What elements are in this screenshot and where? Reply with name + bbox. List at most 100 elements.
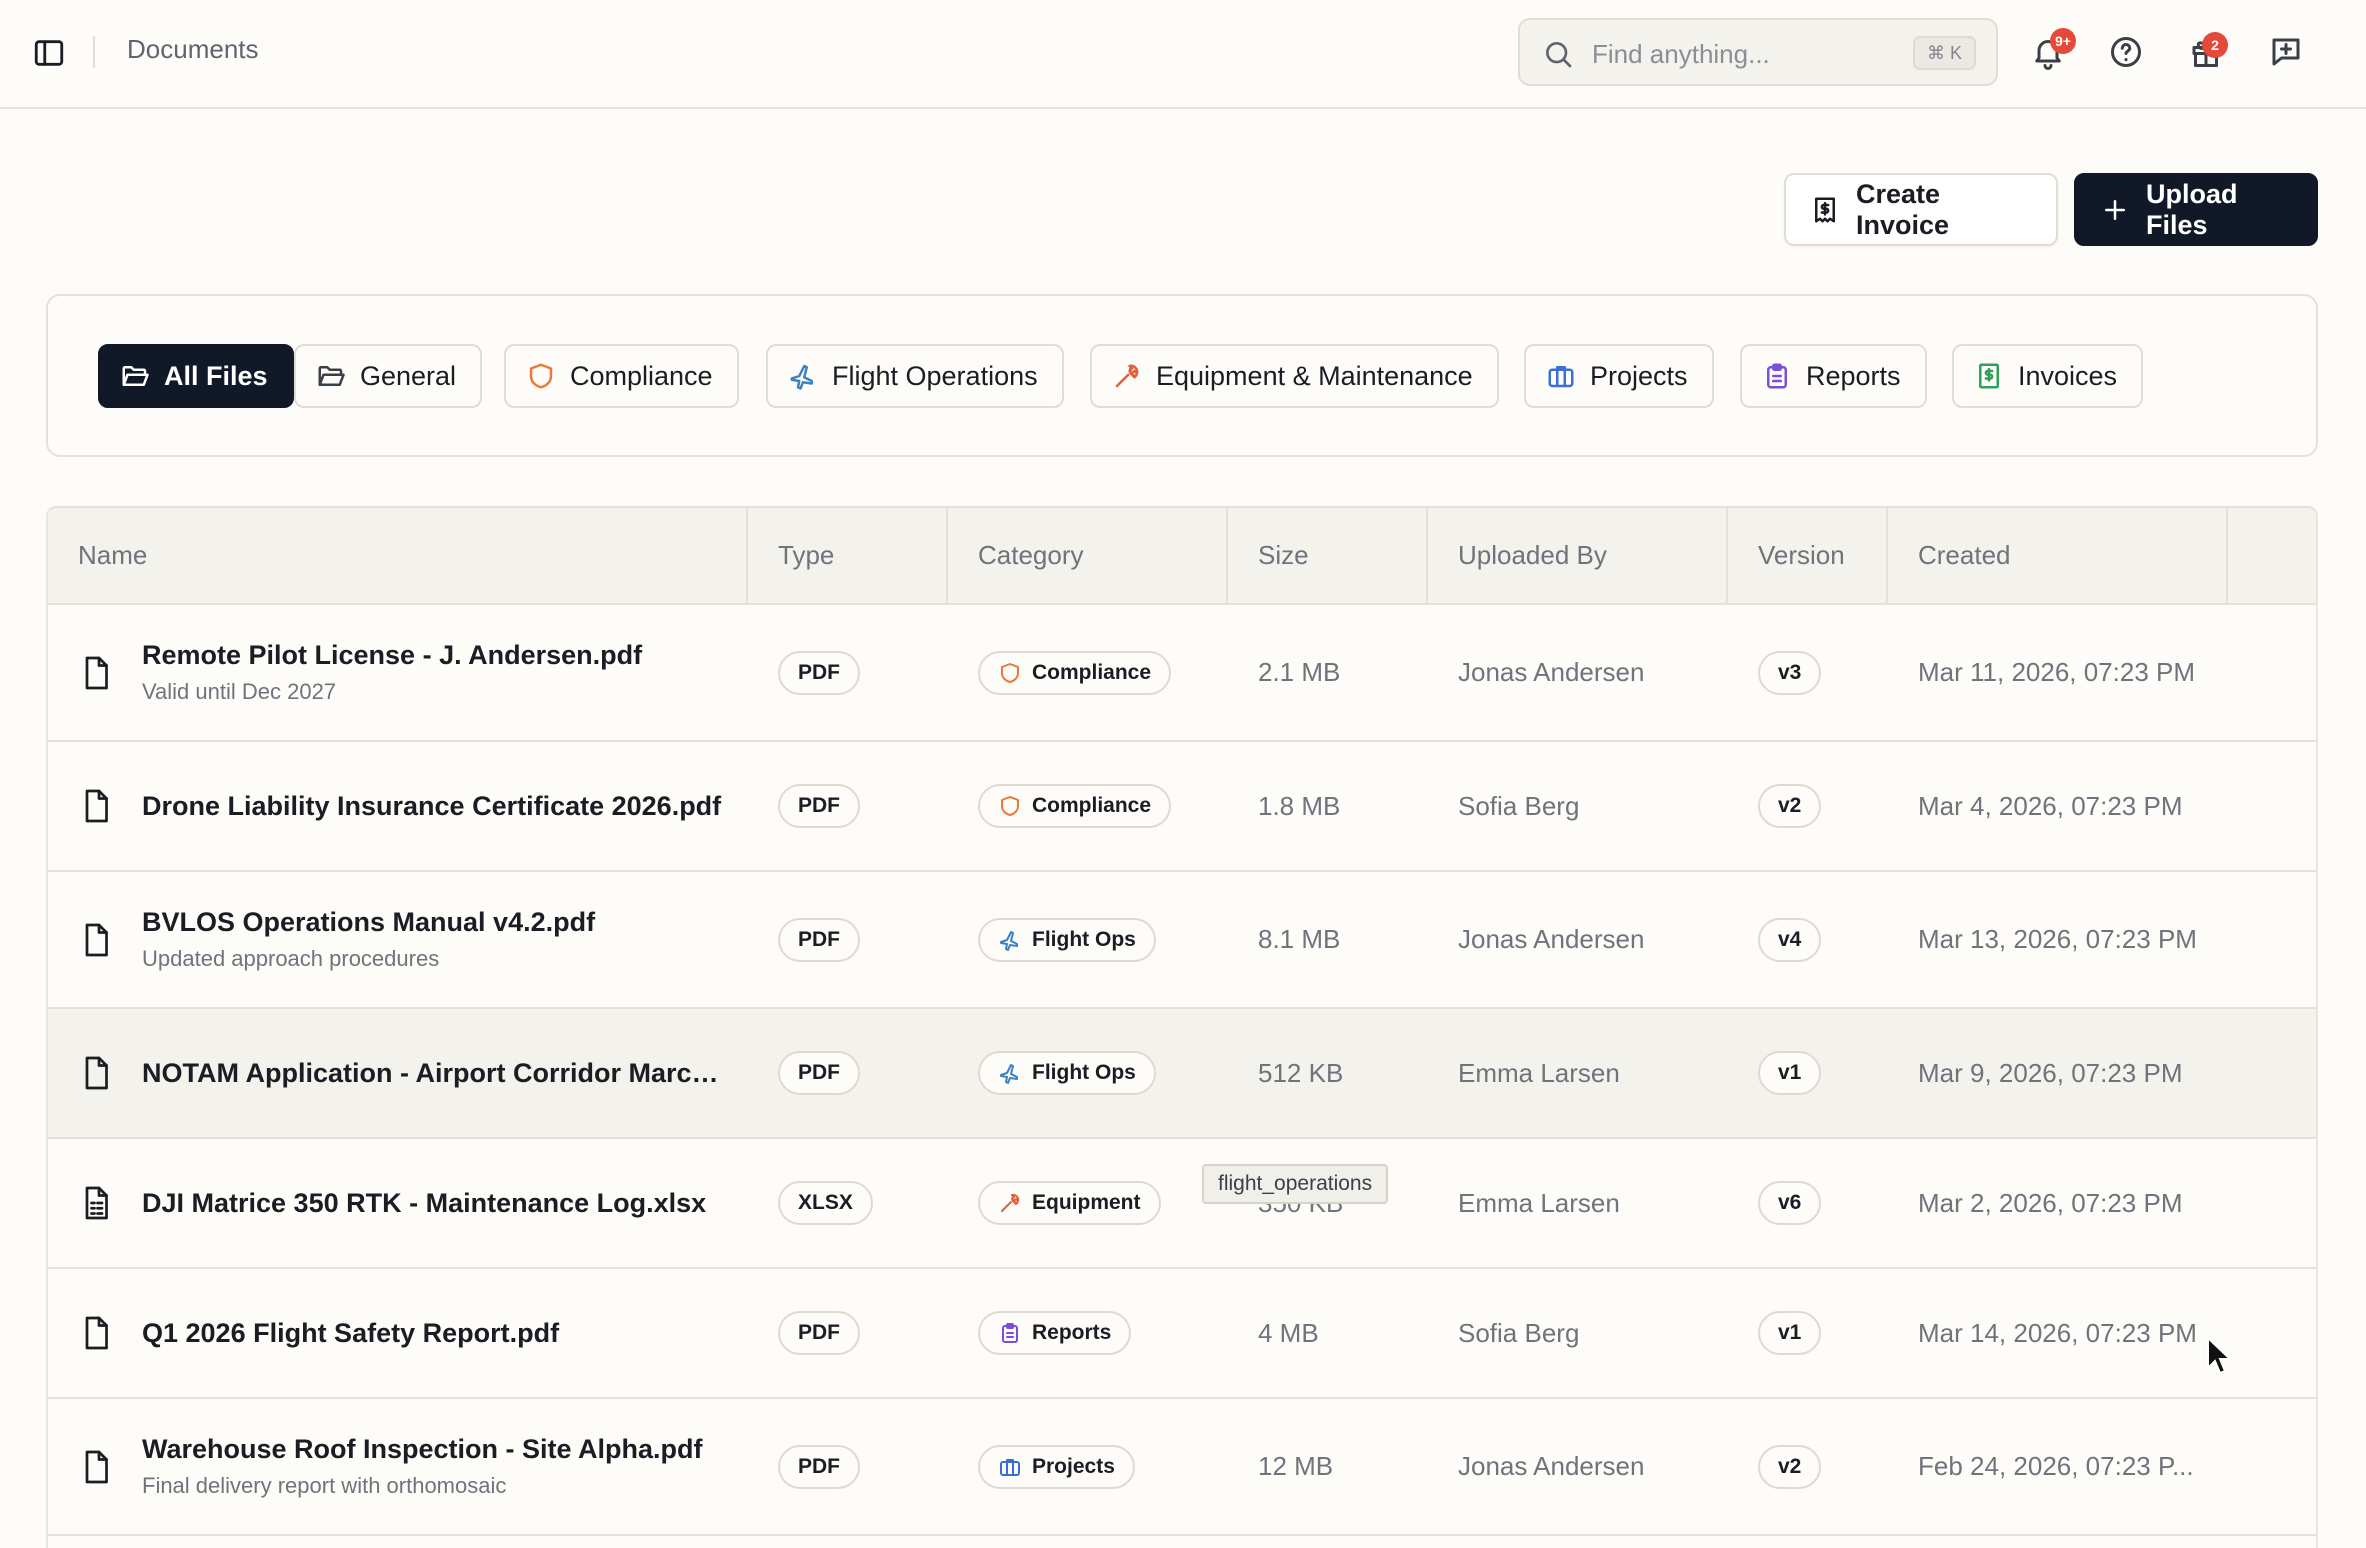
help-button[interactable] — [2106, 32, 2146, 72]
category-label: Compliance — [1032, 660, 1152, 684]
column-header-category[interactable]: Category — [948, 508, 1228, 603]
created-date: Mar 13, 2026, 07:23 PM — [1918, 924, 2197, 954]
file-description: Final delivery report with orthomosaic — [142, 1473, 507, 1498]
tab-compliance[interactable]: Compliance — [504, 344, 739, 408]
top-bar: Documents Find anything... ⌘ K 9+ 2 — [0, 0, 2366, 109]
tab-flight-operations[interactable]: Flight Operations — [766, 344, 1064, 408]
file-name[interactable]: NOTAM Application - Airport Corridor Mar… — [142, 1057, 732, 1088]
created-date: Mar 4, 2026, 07:23 PM — [1918, 790, 2183, 821]
upload-files-button[interactable]: Upload Files — [2074, 173, 2318, 246]
message-plus-icon — [2272, 38, 2300, 66]
tab-label: All Files — [164, 360, 268, 391]
plane-icon — [1000, 930, 1018, 951]
category-badge: Projects — [978, 1444, 1135, 1489]
tab-all-files[interactable]: All Files — [98, 344, 294, 408]
category-filter-bar: All Files General Compliance Flight Oper… — [46, 294, 2318, 457]
category-label: Flight Ops — [1032, 1061, 1136, 1084]
version-badge: v1 — [1758, 1311, 1822, 1355]
notifications-button[interactable]: 9+ — [2028, 28, 2076, 72]
breadcrumb[interactable]: Documents — [127, 34, 259, 64]
clipboard-icon — [1767, 363, 1787, 389]
version-badge: v2 — [1758, 1444, 1822, 1489]
table-row[interactable]: NOTAM Application - Airport Corridor Mar… — [48, 1009, 2316, 1139]
tab-label: Flight Operations — [832, 360, 1038, 391]
file-name[interactable]: Q1 2026 Flight Safety Report.pdf — [142, 1317, 560, 1348]
tab-general[interactable]: General — [294, 344, 483, 408]
file-size: 2.1 MB — [1258, 657, 1341, 687]
file-name[interactable]: Drone Liability Insurance Certificate 20… — [142, 790, 722, 821]
tab-label: Invoices — [2018, 360, 2118, 391]
version-badge: v1 — [1758, 1051, 1822, 1095]
table-row[interactable]: Remote Pilot License - J. Andersen.pdf Va… — [48, 605, 2316, 742]
uploaded-by: Sofia Berg — [1458, 1317, 1580, 1348]
file-type-badge: PDF — [778, 784, 860, 828]
file-name[interactable]: Warehouse Roof Inspection - Site Alpha.p… — [142, 1434, 703, 1464]
column-header-size[interactable]: Size — [1228, 508, 1428, 603]
shield-icon — [529, 363, 553, 389]
category-label: Equipment — [1032, 1191, 1141, 1214]
feedback-button[interactable] — [2266, 32, 2306, 72]
column-header-type[interactable]: Type — [748, 508, 948, 603]
table-row[interactable]: Warehouse Roof Inspection - Site Alpha.p… — [48, 1399, 2316, 1536]
tab-equipment-maintenance[interactable]: Equipment & Maintenance — [1090, 344, 1499, 408]
clipboard-icon — [1002, 1323, 1018, 1343]
gifts-badge: 2 — [2202, 32, 2228, 58]
version-badge: v4 — [1758, 917, 1822, 962]
wrench-icon — [1115, 364, 1139, 388]
column-header-name[interactable]: Name — [48, 508, 748, 603]
plane-icon — [1000, 1064, 1018, 1084]
category-badge: Flight Ops — [978, 917, 1156, 962]
file-type-badge: PDF — [778, 650, 860, 695]
file-icon — [85, 1450, 108, 1483]
uploaded-by: Emma Larsen — [1458, 1057, 1620, 1088]
documents-table: Name Type Category Size Uploaded By Vers… — [46, 506, 2318, 1548]
tab-label: Compliance — [570, 360, 713, 391]
tab-projects[interactable]: Projects — [1524, 344, 1714, 408]
create-invoice-label: Create Invoice — [1856, 178, 1950, 240]
table-row[interactable]: DJI Matrice 350 RTK - Maintenance Log.xl… — [48, 1139, 2316, 1269]
briefcase-icon — [1000, 1458, 1020, 1476]
tab-label: Equipment & Maintenance — [1156, 360, 1473, 391]
file-size: 1.8 MB — [1258, 790, 1341, 821]
file-type-badge: XLSX — [778, 1181, 873, 1225]
version-badge: v6 — [1758, 1181, 1822, 1225]
tab-invoices[interactable]: Invoices — [1952, 344, 2144, 408]
gifts-button[interactable]: 2 — [2186, 32, 2228, 72]
uploaded-by: Jonas Andersen — [1458, 657, 1645, 687]
file-icon — [85, 1056, 108, 1090]
uploaded-by: Jonas Andersen — [1458, 924, 1645, 954]
search-shortcut: ⌘ K — [1912, 36, 1976, 70]
category-badge: Compliance — [978, 784, 1172, 828]
table-row[interactable]: Q1 2026 Flight Safety Report.pdf PDF Repor… — [48, 1269, 2316, 1399]
plane-icon — [790, 364, 813, 390]
folder-icon — [318, 366, 345, 386]
briefcase-icon — [1548, 366, 1574, 388]
category-badge: Flight Ops — [978, 1051, 1156, 1095]
column-header-uploaded-by[interactable]: Uploaded By — [1428, 508, 1728, 603]
file-size: 8.1 MB — [1258, 924, 1341, 954]
table-row[interactable]: BVLOS Operations Manual v4.2.pdf Updated … — [48, 872, 2316, 1009]
file-icon — [85, 789, 108, 823]
table-header: Name Type Category Size Uploaded By Vers… — [48, 508, 2316, 605]
file-type-badge: PDF — [778, 1444, 860, 1489]
help-circle-icon — [2111, 37, 2141, 67]
mouse-cursor-icon — [2207, 1336, 2232, 1375]
version-badge: v2 — [1758, 784, 1822, 828]
file-name[interactable]: BVLOS Operations Manual v4.2.pdf — [142, 907, 596, 937]
tab-reports[interactable]: Reports — [1740, 344, 1927, 408]
column-header-created[interactable]: Created — [1888, 508, 2228, 603]
folder-open-icon — [122, 366, 149, 386]
sidebar-toggle-icon[interactable] — [30, 36, 68, 70]
file-name[interactable]: Remote Pilot License - J. Andersen.pdf — [142, 640, 643, 670]
file-name[interactable]: DJI Matrice 350 RTK - Maintenance Log.xl… — [142, 1187, 707, 1218]
created-date: Mar 9, 2026, 07:23 PM — [1918, 1057, 2183, 1088]
plus-icon — [2105, 199, 2125, 220]
tab-label: Projects — [1590, 360, 1688, 391]
create-invoice-button[interactable]: Create Invoice — [1784, 173, 2058, 246]
file-type-badge: PDF — [778, 1311, 860, 1355]
table-row[interactable]: Drone Liability Insurance Certificate 20… — [48, 742, 2316, 872]
search-input[interactable]: Find anything... ⌘ K — [1518, 18, 1998, 86]
category-badge: Reports — [978, 1311, 1132, 1355]
column-header-version[interactable]: Version — [1728, 508, 1888, 603]
category-label: Compliance — [1032, 794, 1152, 817]
